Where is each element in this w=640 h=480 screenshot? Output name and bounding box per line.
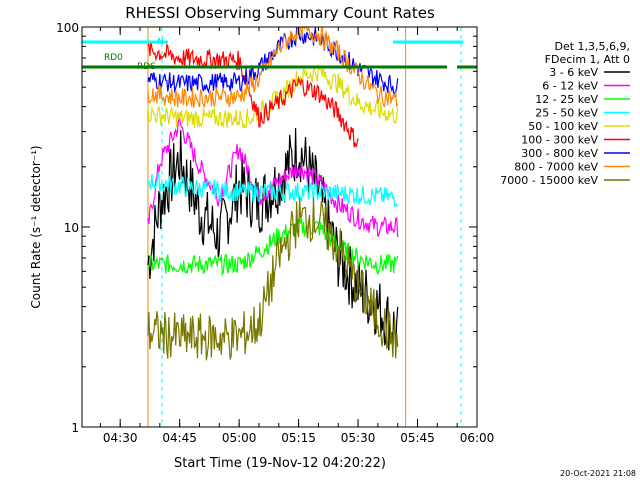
footer-timestamp: 20-Oct-2021 21:08: [560, 469, 636, 478]
x-tick-label: 04:45: [162, 431, 197, 445]
series-line-4: [147, 171, 399, 207]
annotation-label-2: RDS: [137, 62, 156, 72]
legend-entry-label: 300 - 800 keV: [521, 147, 598, 160]
y-axis-label: Count Rate (s⁻¹ detector⁻¹): [29, 145, 43, 308]
legend-entry-label: 50 - 100 keV: [528, 120, 598, 133]
legend-entry-label: 6 - 12 keV: [542, 80, 598, 93]
y-tick-label: 1: [71, 421, 79, 435]
series-line-3: [147, 217, 399, 277]
series-layer: [147, 26, 399, 361]
series-line-6: [147, 40, 359, 148]
series-line-5: [147, 64, 399, 129]
tick-layer: 04:30 04:45 05:00 05:15 05:30 05:45 06:00 1 10 10…: [56, 21, 494, 445]
x-tick-label: 05:15: [281, 431, 316, 445]
legend-entry-label: 800 - 7000 keV: [514, 161, 598, 174]
legend-header-line: Det 1,3,5,6,9,: [554, 40, 630, 53]
legend-header-line: FDecim 1, Att 0: [545, 53, 630, 66]
x-tick-label: 05:45: [400, 431, 435, 445]
legend-entry-label: 7000 - 15000 keV: [500, 174, 598, 187]
legend-entry-label: 25 - 50 keV: [535, 107, 598, 120]
series-line-8: [147, 26, 399, 109]
y-tick-label: 10: [64, 221, 79, 235]
legend: Det 1,3,5,6,9,FDecim 1, Att 03 - 6 keV6 …: [500, 40, 630, 187]
legend-entry-label: 3 - 6 keV: [549, 66, 598, 79]
chart-title: RHESSI Observing Summary Count Rates: [125, 4, 435, 22]
y-tick-label: 100: [56, 21, 79, 35]
x-axis-label: Start Time (19-Nov-12 04:20:22): [174, 456, 386, 471]
plot-frame: [81, 26, 478, 428]
x-tick-label: 05:00: [222, 431, 257, 445]
legend-entry-label: 12 - 25 keV: [535, 93, 598, 106]
x-tick-label: 04:30: [103, 431, 138, 445]
series-line-9: [147, 197, 399, 361]
x-tick-label: 06:00: [460, 431, 495, 445]
annotation-layer: RD0 RDS N: [82, 37, 477, 72]
x-tick-label: 05:30: [341, 431, 376, 445]
series-line-1: [147, 127, 399, 351]
legend-entry-label: 100 - 300 keV: [521, 134, 598, 147]
series-line-2: [147, 117, 399, 238]
annotation-label-1: RD0: [104, 53, 123, 63]
annotation-label-3: N: [157, 37, 164, 47]
